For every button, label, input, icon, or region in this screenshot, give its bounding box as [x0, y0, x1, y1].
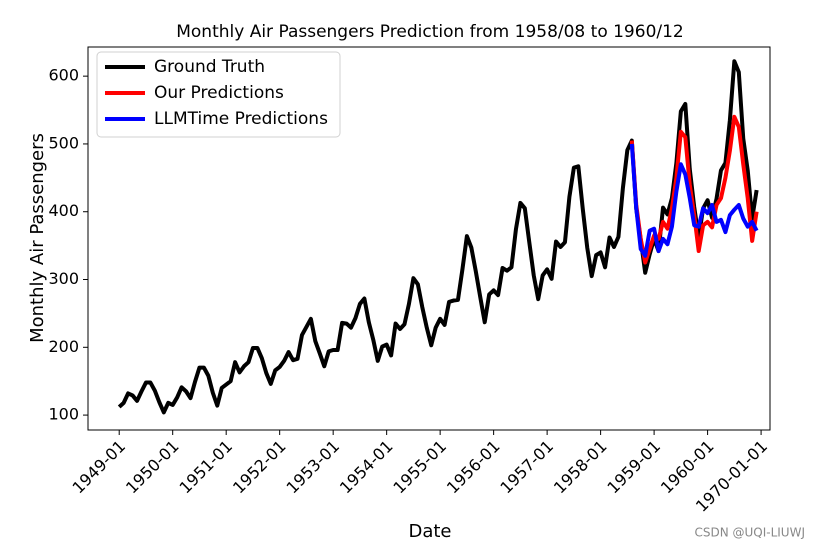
x-tick-label: 1957-01: [496, 437, 557, 498]
x-tick-label: 1955-01: [389, 437, 450, 498]
x-tick-label: 1958-01: [550, 437, 611, 498]
legend-label: Ground Truth: [154, 57, 265, 77]
x-tick-label: 1956-01: [443, 437, 504, 498]
x-tick-label: 1951-01: [175, 437, 236, 498]
legend-label: LLMTime Predictions: [154, 109, 328, 129]
y-tick-label: 500: [48, 133, 79, 152]
plot-area: [87, 46, 771, 431]
y-axis-label: Monthly Air Passengers: [27, 133, 48, 343]
y-tick-label: 100: [48, 405, 79, 424]
series-line: [629, 143, 759, 258]
watermark: CSDN @UQI-LIUWJ: [694, 526, 805, 540]
legend-label: Our Predictions: [154, 83, 284, 103]
x-tick-label: 1959-01: [603, 437, 664, 498]
x-tick-label: 1950-01: [122, 437, 183, 498]
y-tick-label: 600: [48, 66, 79, 85]
y-tick-label: 400: [48, 201, 79, 220]
y-tick-label: 300: [48, 269, 79, 288]
chart-title: Monthly Air Passengers Prediction from 1…: [176, 22, 684, 42]
x-axis-label: Date: [408, 521, 451, 542]
x-tick-label: 1949-01: [69, 437, 130, 498]
y-tick-label: 200: [48, 337, 79, 356]
x-tick-label: 1952-01: [229, 437, 290, 498]
legend-box: [96, 51, 341, 138]
x-tick-label: 1953-01: [282, 437, 343, 498]
x-tick-label: 1954-01: [336, 437, 397, 498]
series-line: [629, 114, 759, 265]
